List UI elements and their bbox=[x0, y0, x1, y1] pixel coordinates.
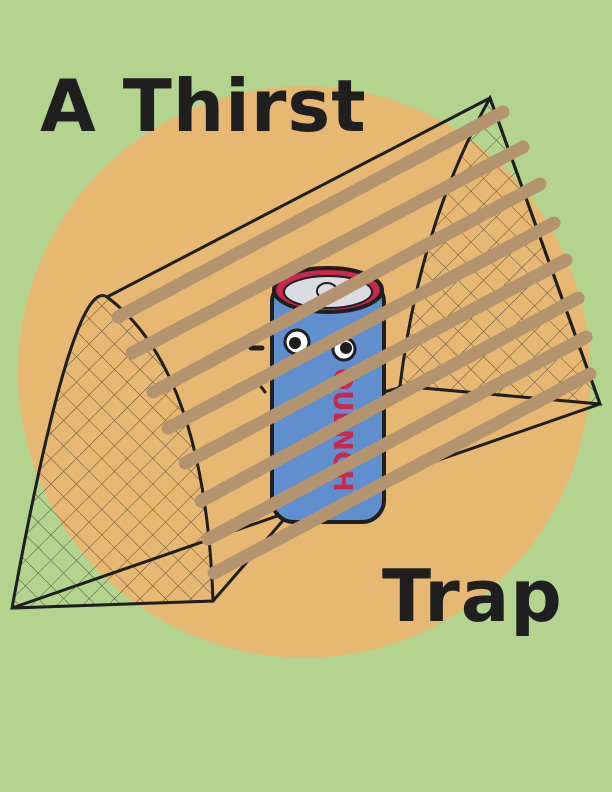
title-line-2: Trap bbox=[382, 554, 563, 638]
trap-bars bbox=[111, 105, 597, 580]
title-line-1: A Thirst bbox=[40, 64, 367, 148]
